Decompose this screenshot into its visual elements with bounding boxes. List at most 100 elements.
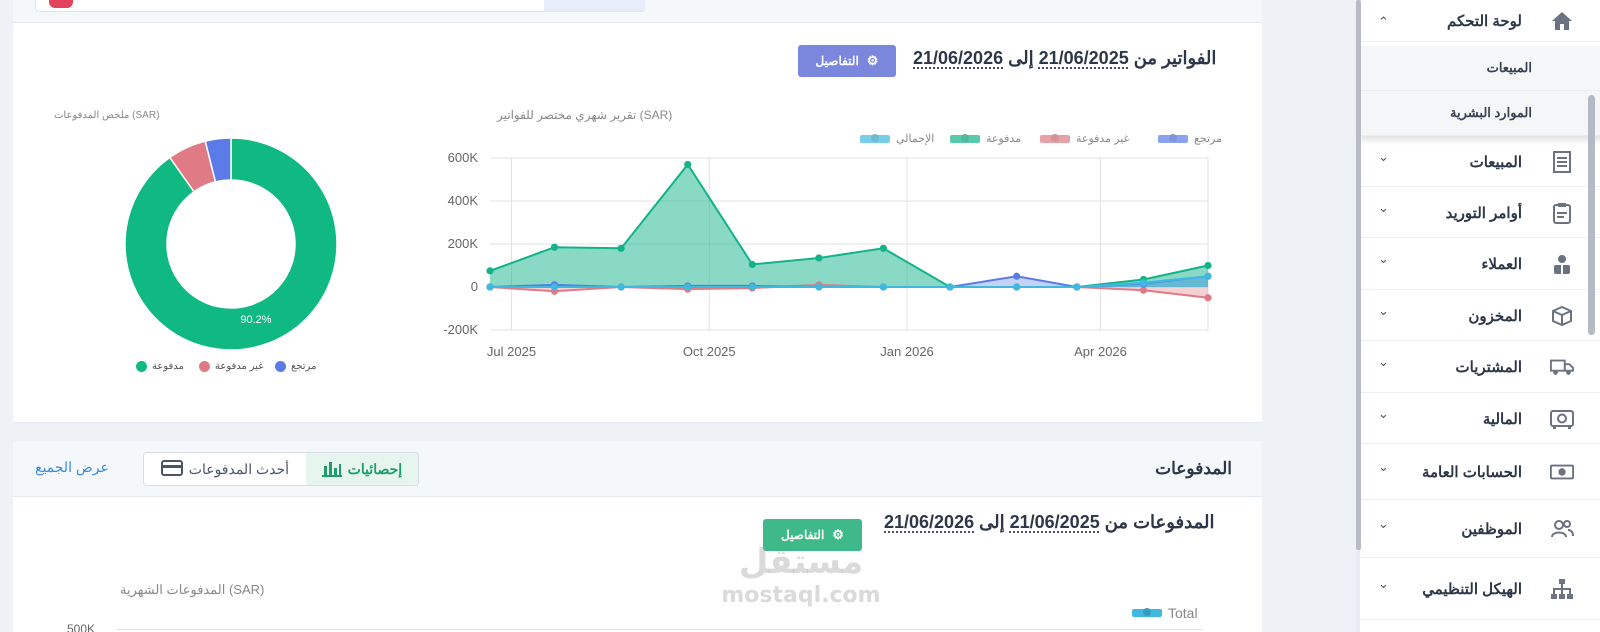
series-area: [490, 164, 1208, 287]
legend-item[interactable]: مدفوعة: [950, 132, 1021, 145]
chevron-down-icon[interactable]: ⌄: [1378, 149, 1389, 165]
sidebar-item-org-structure[interactable]: ⌄ الهيكل التنظيمي: [1360, 558, 1600, 620]
data-point[interactable]: [748, 260, 756, 269]
data-point[interactable]: [1204, 272, 1212, 280]
x-tick-label: Apr 2026: [1074, 344, 1127, 359]
data-point[interactable]: [486, 267, 494, 275]
sidebar-item-label: الحسابات العامة: [1421, 464, 1522, 481]
sidebar-item-general-accounts[interactable]: ⌄ الحسابات العامة: [1360, 444, 1600, 500]
legend-item[interactable]: الإجمالي: [860, 132, 934, 145]
payments-card: المدفوعات أحدث المدفوعات إحصائيات عرض ال…: [13, 441, 1262, 632]
data-point[interactable]: [748, 283, 756, 291]
view-all-link[interactable]: عرض الجميع: [35, 459, 109, 475]
safe-icon: [1550, 407, 1574, 431]
chevron-down-icon[interactable]: ⌄: [1378, 303, 1389, 319]
legend-item[interactable]: مرتجع: [1158, 132, 1222, 145]
donut-slice[interactable]: [124, 137, 338, 351]
payments-title: المدفوعات من 21/06/2025 إلى 21/06/2026: [884, 512, 1215, 532]
data-point[interactable]: [879, 244, 887, 252]
series-area: [490, 276, 1208, 287]
donut-legend-item[interactable]: غير مدفوعة: [199, 361, 263, 372]
chevron-down-icon[interactable]: ⌄: [1378, 406, 1389, 422]
watermark-text: مستقل: [738, 542, 864, 582]
chevron-up-icon[interactable]: ⌃: [1378, 15, 1389, 30]
data-point[interactable]: [617, 283, 625, 291]
sidebar-item-customers[interactable]: ⌄ العملاء: [1360, 238, 1600, 290]
chevron-down-icon[interactable]: ⌄: [1378, 252, 1389, 267]
data-point[interactable]: [946, 283, 954, 291]
data-point[interactable]: [550, 283, 559, 291]
chevron-down-icon[interactable]: ⌄: [1378, 460, 1389, 475]
data-point[interactable]: [550, 243, 559, 251]
box-icon: [1550, 304, 1574, 328]
data-point[interactable]: [617, 244, 625, 252]
tab-statistics[interactable]: إحصائيات: [305, 453, 418, 485]
sidebar-item-sales[interactable]: ⌄ المبيعات: [1360, 136, 1600, 187]
chevron-down-icon[interactable]: ⌄: [1378, 200, 1389, 216]
chevron-down-icon[interactable]: ⌄: [1378, 517, 1389, 532]
data-point[interactable]: [486, 283, 494, 291]
sidebar-item-employees[interactable]: ⌄ الموظفين: [1360, 500, 1600, 558]
donut-legend-item[interactable]: مدفوعة: [136, 361, 184, 372]
home-icon: [1550, 9, 1574, 33]
status-badge: [49, 0, 73, 8]
sidebar-item-label: المخزون: [1468, 307, 1522, 325]
data-point[interactable]: [1013, 272, 1021, 280]
x-tick-label: Jul 2025: [487, 344, 536, 359]
chevron-down-icon[interactable]: ⌄: [1378, 355, 1389, 370]
sidebar-rail: [1356, 0, 1361, 550]
y-tick-label: 400K: [448, 193, 479, 208]
payments-card-header: المدفوعات أحدث المدفوعات إحصائيات عرض ال…: [13, 441, 1262, 497]
donut-legend-label: مرتجع: [291, 361, 317, 372]
data-point[interactable]: [1139, 286, 1148, 294]
credit-card-icon: [160, 459, 183, 479]
sidebar-subitem-hr[interactable]: الموارد البشرية: [1360, 91, 1600, 136]
tab-latest-payments[interactable]: أحدث المدفوعات: [144, 453, 306, 485]
watermark-url: mostaql.com: [721, 583, 881, 608]
sidebar-item-label: أوامر التوريد: [1445, 204, 1522, 222]
sidebar-item-supply-orders[interactable]: ⌄ أوامر التوريد: [1360, 187, 1600, 238]
data-point[interactable]: [1204, 261, 1212, 270]
sidebar-item-inventory[interactable]: ⌄ المخزون: [1360, 290, 1600, 341]
sidebar-item-purchases[interactable]: ⌄ المشتريات: [1360, 341, 1600, 393]
legend-swatch: [1158, 134, 1188, 143]
donut-legend-dot: [275, 361, 286, 372]
invoices-title: الفواتير من 21/06/2025 إلى 21/06/2026: [913, 48, 1217, 68]
data-point[interactable]: [684, 160, 692, 169]
data-point[interactable]: [815, 254, 823, 262]
data-point[interactable]: [815, 283, 823, 291]
payments-details-button[interactable]: ⚙ التفاصيل: [763, 519, 862, 551]
sidebar-scrollbar[interactable]: [1588, 95, 1595, 335]
invoices-details-button[interactable]: ⚙ التفاصيل: [798, 45, 896, 77]
donut-slice[interactable]: [204, 137, 232, 183]
sidebar-item-label: المشتريات: [1455, 359, 1522, 376]
invoices-tab-active[interactable]: [544, 0, 645, 11]
data-point[interactable]: [684, 283, 692, 291]
series-line: [490, 275, 1209, 288]
chevron-down-icon[interactable]: ⌄: [1378, 577, 1389, 592]
gear-icon: ⚙: [866, 53, 879, 68]
data-point[interactable]: [1073, 283, 1081, 291]
donut-legend-dot: [199, 361, 210, 372]
sidebar-subitem-sales[interactable]: المبيعات: [1360, 46, 1600, 91]
legend-item[interactable]: غير مدفوعة: [1040, 132, 1129, 145]
sidebar-item-finance[interactable]: ⌄ المالية: [1360, 393, 1600, 444]
legend-label: غير مدفوعة: [1076, 133, 1130, 145]
data-point[interactable]: [1013, 283, 1021, 291]
sidebar-item-dashboard[interactable]: ⌃ لوحة التحكم: [1360, 0, 1600, 42]
data-point[interactable]: [1139, 279, 1148, 287]
legend-total-swatch: [1132, 609, 1162, 617]
legend-swatch: [860, 134, 890, 143]
legend-label: الإجمالي: [896, 133, 935, 145]
data-point[interactable]: [1204, 294, 1212, 302]
sidebar-subitem-label: المبيعات: [1486, 60, 1532, 75]
invoices-tabs[interactable]: [35, 0, 645, 12]
donut-legend-item[interactable]: مرتجع: [275, 361, 316, 372]
sidebar-subitem-label: الموارد البشرية: [1450, 105, 1532, 120]
payments-legend-total: Total: [1132, 605, 1198, 621]
gear-icon: ⚙: [832, 527, 844, 542]
invoices-card-header: [13, 0, 1262, 23]
watermark: مستقل mostaql.com: [715, 540, 887, 608]
bar-chart-icon: [321, 459, 342, 480]
data-point[interactable]: [879, 283, 887, 291]
